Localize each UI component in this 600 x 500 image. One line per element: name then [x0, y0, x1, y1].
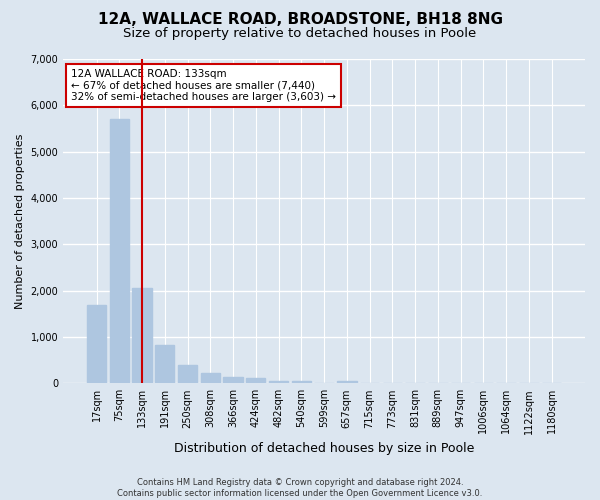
Text: 12A, WALLACE ROAD, BROADSTONE, BH18 8NG: 12A, WALLACE ROAD, BROADSTONE, BH18 8NG — [97, 12, 503, 28]
X-axis label: Distribution of detached houses by size in Poole: Distribution of detached houses by size … — [174, 442, 474, 455]
Bar — [200, 373, 220, 384]
Bar — [87, 304, 106, 384]
Bar — [292, 381, 311, 384]
Bar — [133, 288, 152, 384]
Bar — [269, 381, 288, 384]
Bar — [110, 119, 129, 384]
Bar — [337, 381, 356, 384]
Bar — [223, 378, 243, 384]
Bar — [178, 365, 197, 384]
Text: Contains HM Land Registry data © Crown copyright and database right 2024.
Contai: Contains HM Land Registry data © Crown c… — [118, 478, 482, 498]
Bar — [155, 345, 175, 384]
Text: 12A WALLACE ROAD: 133sqm
← 67% of detached houses are smaller (7,440)
32% of sem: 12A WALLACE ROAD: 133sqm ← 67% of detach… — [71, 68, 336, 102]
Y-axis label: Number of detached properties: Number of detached properties — [15, 134, 25, 309]
Text: Size of property relative to detached houses in Poole: Size of property relative to detached ho… — [124, 28, 476, 40]
Bar — [246, 378, 265, 384]
